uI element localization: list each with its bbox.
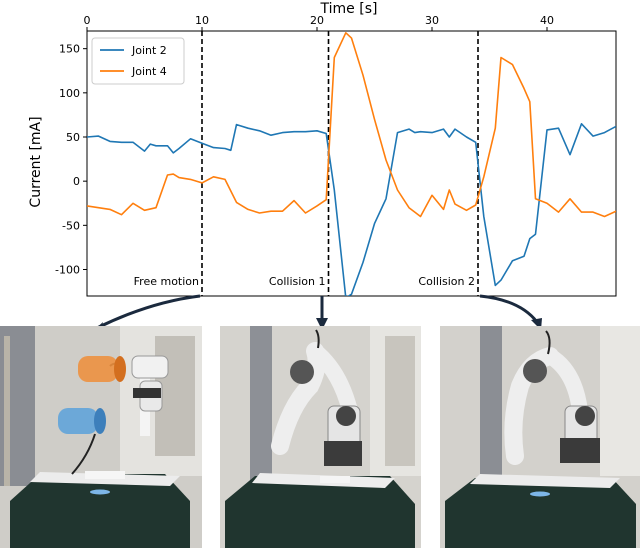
x-tick-label: 20 — [310, 14, 324, 27]
series-line-joint-4 — [87, 31, 616, 218]
photo-collision-1 — [220, 326, 421, 548]
y-tick-label: 50 — [66, 131, 80, 144]
event-label: Collision 2 — [418, 275, 475, 288]
arrow-collision-1-head — [316, 318, 328, 330]
legend: Joint 2 Joint 4 — [91, 37, 185, 85]
current-chart: 0 10 20 30 40 -100 -50 0 50 100 150 Free motion Col… — [28, 1, 617, 330]
x-tick-label: 10 — [195, 14, 209, 27]
x-tick-label: 0 — [84, 14, 91, 27]
y-tick-label: -100 — [55, 264, 80, 277]
axes-layer: 0 10 20 30 40 -100 -50 0 50 100 150 — [55, 14, 617, 297]
y-tick-label: 150 — [59, 43, 80, 56]
photo-free-motion-illustration — [0, 326, 202, 548]
x-tick-label: 30 — [425, 14, 439, 27]
arrow-layer — [94, 294, 542, 330]
legend-label-joint-2: Joint 2 — [131, 44, 167, 57]
x-tick-label: 40 — [540, 14, 554, 27]
y-tick-label: 0 — [73, 175, 80, 188]
y-tick-label: 100 — [59, 87, 80, 100]
series-line-joint-2 — [87, 123, 616, 296]
arrow-free-motion — [96, 294, 201, 330]
event-label: Collision 1 — [269, 275, 326, 288]
event-label: Free motion — [134, 275, 199, 288]
plot-frame — [86, 30, 617, 297]
event-lines: Free motion Collision 1 Collision 2 — [134, 31, 479, 296]
y-tick-label: -50 — [62, 219, 80, 232]
photo-collision-2-illustration — [440, 326, 640, 548]
photo-free-motion — [0, 326, 202, 548]
legend-label-joint-4: Joint 4 — [131, 65, 167, 78]
x-axis-label: Time [s] — [320, 1, 378, 17]
arrow-collision-2 — [479, 294, 539, 323]
series-layer — [87, 31, 616, 296]
photo-collision-1-illustration — [220, 326, 421, 548]
photo-collision-2 — [440, 326, 640, 548]
y-axis-label: Current [mA] — [28, 116, 44, 207]
